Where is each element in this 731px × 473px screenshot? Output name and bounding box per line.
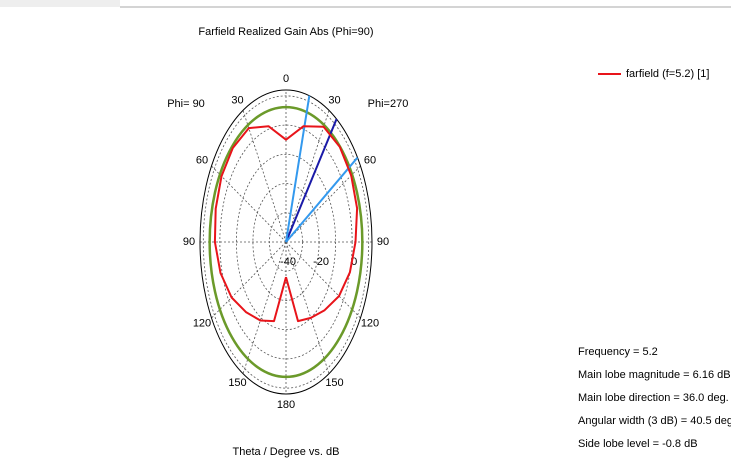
grid-spoke: [242, 241, 287, 374]
top-tab: [0, 0, 120, 7]
angle-tick-label: 30: [328, 95, 340, 107]
x-axis-label: Theta / Degree vs. dB: [233, 446, 340, 458]
grid-spoke: [285, 165, 361, 243]
angle-tick-label: 60: [364, 154, 376, 166]
direction-line: [285, 156, 359, 243]
max-circle: [208, 105, 364, 379]
info-text: Main lobe magnitude = 6.16 dBi: [578, 369, 731, 381]
grid-ring: [219, 124, 353, 360]
angle-tick-label: 30: [231, 95, 243, 107]
angle-tick-label: 150: [228, 377, 246, 389]
angle-tick-label: 90: [183, 236, 195, 248]
grid-spoke: [211, 165, 287, 243]
info-text: Side lobe level = -0.8 dB: [578, 438, 698, 450]
grid-ring: [202, 95, 370, 389]
legend-label: farfield (f=5.2) [1]: [626, 68, 709, 80]
info-text: Frequency = 5.2: [578, 346, 658, 358]
r-tick-label: 0: [351, 256, 357, 268]
angle-tick-label: 0: [283, 73, 289, 85]
info-text: Main lobe direction = 36.0 deg.: [578, 392, 729, 404]
r-tick-label: -20: [313, 256, 329, 268]
direction-line: [285, 118, 338, 243]
angle-tick-label: 120: [361, 317, 379, 329]
r-tick-label: -40: [280, 256, 296, 268]
direction-line: [285, 95, 311, 243]
series-line: [213, 125, 359, 323]
outer-ring: [199, 89, 373, 395]
grid-spoke: [211, 241, 287, 319]
angle-tick-label: 60: [196, 154, 208, 166]
angle-tick-label: 150: [325, 377, 343, 389]
grid-spoke: [285, 241, 361, 319]
chart-title: Farfield Realized Gain Abs (Phi=90): [198, 26, 373, 38]
grid-spoke: [285, 110, 330, 243]
grid-spoke: [242, 110, 287, 243]
phi-label-right: Phi=270: [368, 98, 409, 110]
grid-spoke: [285, 241, 330, 374]
angle-tick-label: 180: [277, 399, 295, 411]
angle-tick-label: 90: [377, 236, 389, 248]
angle-tick-label: 120: [193, 317, 211, 329]
phi-label-left: Phi= 90: [167, 98, 205, 110]
info-text: Angular width (3 dB) = 40.5 deg.: [578, 415, 731, 427]
